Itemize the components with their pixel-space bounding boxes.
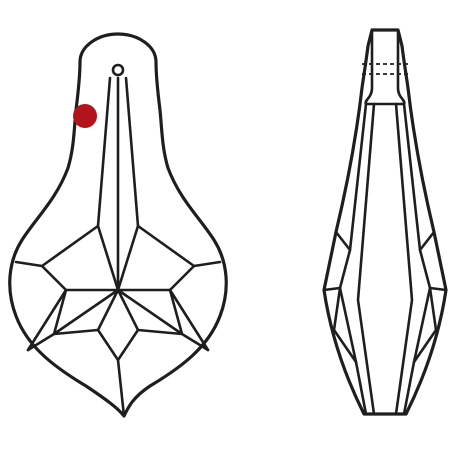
front-view — [8, 32, 228, 418]
side-facet-lower-right — [412, 230, 448, 364]
facet-star-left — [14, 260, 68, 352]
facet-wing-right — [116, 224, 196, 292]
facet-upper-left — [96, 76, 120, 292]
side-facet-inner-right — [394, 102, 414, 416]
front-facets — [14, 76, 222, 418]
facet-upper-right — [116, 76, 140, 292]
front-outline — [8, 32, 228, 418]
side-facet-inner-left — [356, 102, 376, 416]
facet-wing-left — [40, 224, 120, 292]
facet-bottom-tip — [116, 358, 126, 418]
side-facet-lower-left — [322, 230, 358, 364]
side-outline — [322, 28, 448, 416]
side-view — [322, 28, 448, 416]
marker-dot — [73, 104, 97, 128]
facet-lower-edges — [26, 328, 210, 352]
facet-star-right — [168, 260, 222, 352]
neck-bulb — [364, 28, 406, 106]
hanging-hole — [111, 63, 125, 77]
